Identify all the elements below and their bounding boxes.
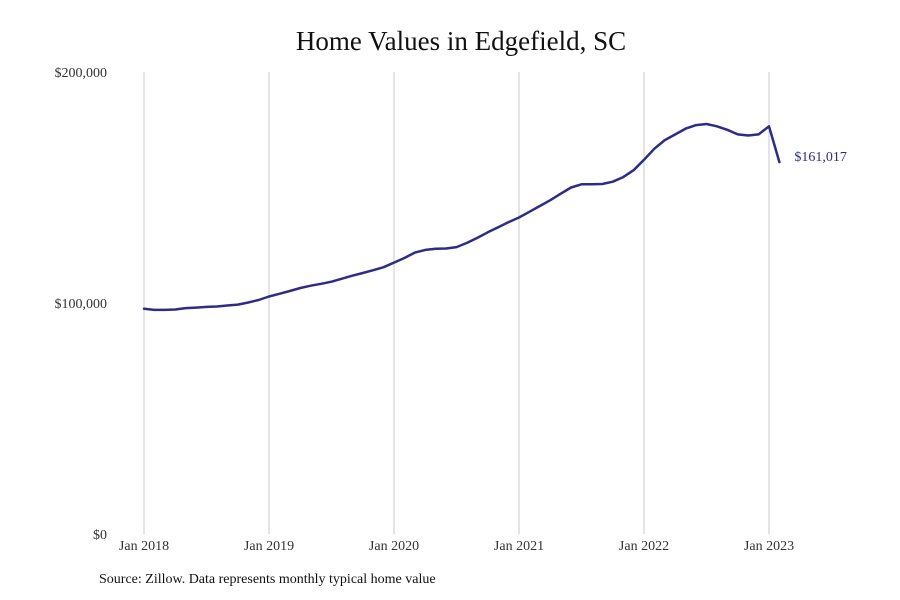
x-axis: Jan 2018 Jan 2019 Jan 2020 Jan 2021 Jan 2022…	[119, 539, 794, 554]
x-tick-label: Jan 2019	[244, 539, 294, 554]
series-layer	[142, 122, 781, 312]
chart-title: Home Values in Edgefield, SC	[295, 26, 627, 56]
gridlines	[143, 72, 770, 534]
y-axis: $0 $100,000 $200,000	[55, 66, 108, 543]
y-tick-label: $0	[93, 528, 107, 543]
x-tick-label: Jan 2018	[119, 539, 169, 554]
y-tick-label: $200,000	[55, 66, 108, 81]
label-layer: $161,017	[794, 150, 847, 165]
x-tick-label: Jan 2023	[744, 539, 794, 554]
y-tick-label: $100,000	[55, 297, 108, 312]
source-note: Source: Zillow. Data represents monthly …	[99, 572, 436, 587]
end-value-label: $161,017	[794, 150, 847, 165]
series-line	[142, 122, 781, 312]
x-tick-label: Jan 2021	[494, 539, 544, 554]
x-tick-label: Jan 2022	[619, 539, 669, 554]
x-tick-label: Jan 2020	[369, 539, 419, 554]
